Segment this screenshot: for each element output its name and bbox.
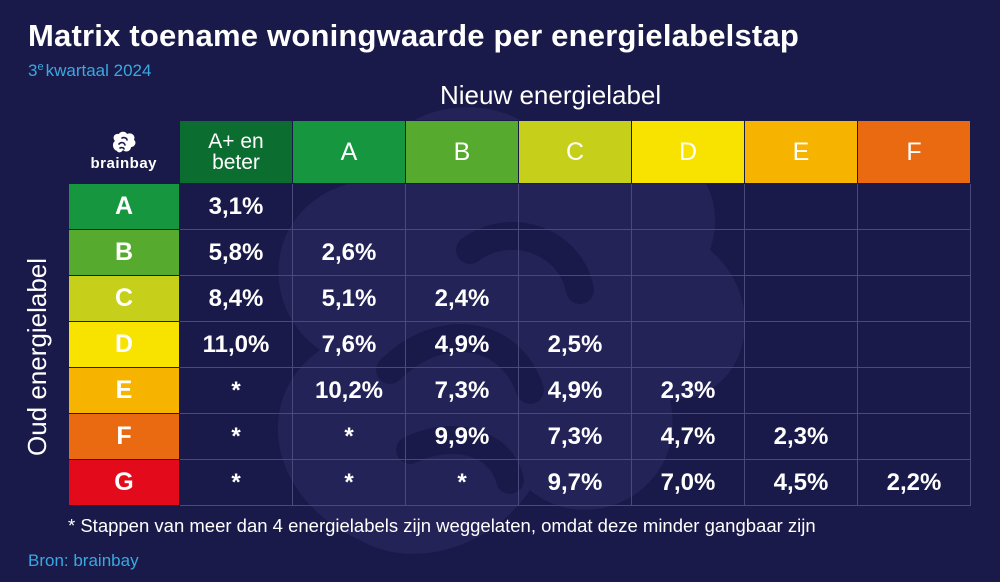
matrix-row-c: C 8,4% 5,1% 2,4%: [69, 276, 971, 322]
brain-icon: [111, 131, 137, 153]
matrix-cell: *: [293, 460, 406, 506]
matrix-row-a: A 3,1%: [69, 184, 971, 230]
matrix-cell: 3,1%: [180, 184, 293, 230]
matrix-cell: [519, 230, 632, 276]
row-header-c: C: [69, 276, 180, 322]
matrix-cell: [745, 368, 858, 414]
row-header-f: F: [69, 414, 180, 460]
matrix-cell: [406, 184, 519, 230]
matrix-cell: [519, 276, 632, 322]
matrix-cell: *: [180, 368, 293, 414]
matrix-cell: 4,5%: [745, 460, 858, 506]
chart-subtitle: 3e kwartaal 2024: [28, 61, 151, 81]
matrix-cell: 7,6%: [293, 322, 406, 368]
matrix-cell: 5,1%: [293, 276, 406, 322]
energy-label-matrix: brainbay A+ en beter A B C D E F A 3,1% B 5,8% 2,6%…: [68, 120, 971, 506]
matrix-cell: 4,7%: [632, 414, 745, 460]
matrix-cell: [745, 276, 858, 322]
column-header-row: brainbay A+ en beter A B C D E F: [69, 121, 971, 184]
matrix-row-f: F * * 9,9% 7,3% 4,7% 2,3%: [69, 414, 971, 460]
column-header-b: B: [406, 121, 519, 184]
matrix-cell: [632, 322, 745, 368]
matrix-cell: 8,4%: [180, 276, 293, 322]
row-header-b: B: [69, 230, 180, 276]
matrix-cell: 4,9%: [406, 322, 519, 368]
matrix-cell: [858, 368, 971, 414]
matrix-cell: 7,3%: [519, 414, 632, 460]
row-header-a: A: [69, 184, 180, 230]
matrix-cell: [632, 230, 745, 276]
matrix-cell: [858, 184, 971, 230]
column-header-line: beter: [180, 152, 292, 173]
source-note: Bron: brainbay: [28, 551, 139, 571]
matrix-row-e: E * 10,2% 7,3% 4,9% 2,3%: [69, 368, 971, 414]
column-header-f: F: [858, 121, 971, 184]
row-header-d: D: [69, 322, 180, 368]
matrix-cell: [632, 276, 745, 322]
matrix-cell: 2,3%: [745, 414, 858, 460]
column-header-a-plus-and-better: A+ en beter: [180, 121, 293, 184]
column-header-c: C: [519, 121, 632, 184]
matrix-cell: [858, 230, 971, 276]
matrix-cell: 9,9%: [406, 414, 519, 460]
row-header-g: G: [69, 460, 180, 506]
matrix-row-g: G * * * 9,7% 7,0% 4,5% 2,2%: [69, 460, 971, 506]
matrix-body: A 3,1% B 5,8% 2,6% C 8,4% 5,1% 2,4% D 11,0% 7,6% 4,9…: [69, 184, 971, 506]
matrix-cell: *: [180, 460, 293, 506]
logo-text: brainbay: [90, 155, 157, 172]
matrix-cell: 5,8%: [180, 230, 293, 276]
matrix-cell: 11,0%: [180, 322, 293, 368]
logo-cell: brainbay: [69, 121, 180, 184]
matrix-cell: 2,5%: [519, 322, 632, 368]
row-axis-label: Oud energielabel: [22, 258, 53, 456]
footnote: * Stappen van meer dan 4 energielabels z…: [68, 515, 816, 537]
matrix-cell: [406, 230, 519, 276]
matrix-cell: [632, 184, 745, 230]
brainbay-logo: brainbay: [69, 131, 180, 172]
matrix-cell: 4,9%: [519, 368, 632, 414]
column-header-a: A: [293, 121, 406, 184]
matrix-cell: [858, 414, 971, 460]
matrix-cell: *: [293, 414, 406, 460]
column-header-e: E: [745, 121, 858, 184]
matrix-cell: 7,0%: [632, 460, 745, 506]
matrix-cell: 7,3%: [406, 368, 519, 414]
column-header-d: D: [632, 121, 745, 184]
matrix-cell: [293, 184, 406, 230]
matrix-row-d: D 11,0% 7,6% 4,9% 2,5%: [69, 322, 971, 368]
matrix-cell: [745, 230, 858, 276]
matrix-cell: *: [406, 460, 519, 506]
matrix-cell: 10,2%: [293, 368, 406, 414]
matrix-cell: [519, 184, 632, 230]
matrix-row-b: B 5,8% 2,6%: [69, 230, 971, 276]
matrix-cell: 2,4%: [406, 276, 519, 322]
matrix-cell: [858, 322, 971, 368]
chart-title: Matrix toename woningwaarde per energiel…: [28, 18, 799, 54]
matrix-cell: [745, 184, 858, 230]
column-header-line: A+ en: [180, 131, 292, 152]
column-axis-label: Nieuw energielabel: [440, 80, 700, 111]
matrix-cell: *: [180, 414, 293, 460]
matrix-cell: 2,3%: [632, 368, 745, 414]
matrix-cell: 2,2%: [858, 460, 971, 506]
row-header-e: E: [69, 368, 180, 414]
matrix-cell: 2,6%: [293, 230, 406, 276]
matrix-cell: [745, 322, 858, 368]
matrix-cell: [858, 276, 971, 322]
matrix-cell: 9,7%: [519, 460, 632, 506]
